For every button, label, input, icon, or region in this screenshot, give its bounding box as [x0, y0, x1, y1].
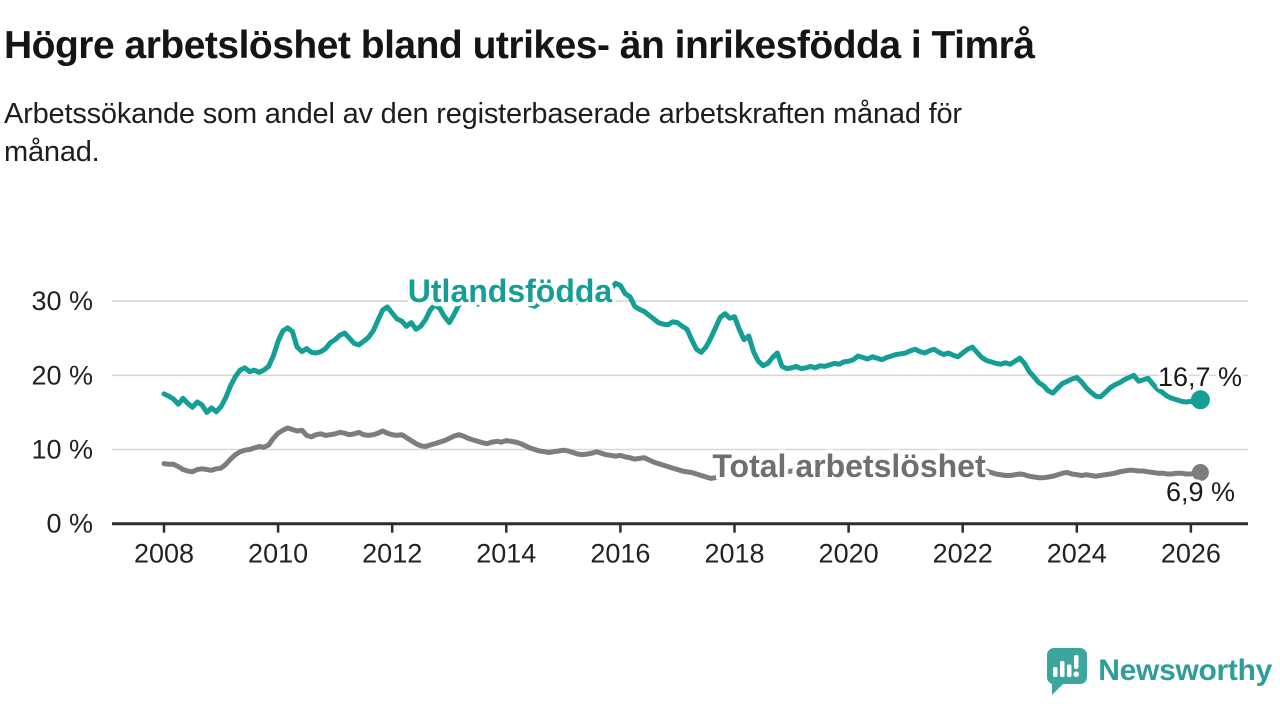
x-tick-label-2016: 2016 — [590, 539, 650, 569]
bar-3 — [1067, 664, 1072, 677]
page-title: Högre arbetslöshet bland utrikes- än inr… — [4, 24, 1035, 67]
bar-1 — [1053, 667, 1058, 677]
x-tick-label-2018: 2018 — [704, 539, 764, 569]
value-label-total: 6,9 % — [1166, 477, 1235, 507]
speech-bubble-bar-chart-icon — [1047, 648, 1088, 695]
x-tick-label-2026: 2026 — [1161, 539, 1221, 569]
subtitle-line-1: Arbetssökande som andel av den registerb… — [4, 97, 962, 130]
x-tick-label-2014: 2014 — [476, 539, 536, 569]
speech-bubble-shape — [1047, 648, 1088, 695]
newsworthy-logo: Newsworthy — [1041, 646, 1272, 696]
value-label-utlandsfodda: 16,7 % — [1158, 362, 1242, 392]
chart-header: Högre arbetslöshet bland utrikes- än inr… — [4, 24, 1264, 171]
y-tick-label-30: 30 % — [31, 286, 93, 316]
x-tick-label-2008: 2008 — [134, 539, 194, 569]
x-tick-label-2012: 2012 — [362, 539, 422, 569]
series-label-utlandsfodda: Utlandsfödda — [408, 273, 613, 309]
x-tick-label-2020: 2020 — [819, 539, 879, 569]
x-tick-label-2024: 2024 — [1047, 539, 1107, 569]
exclamation-dot — [1073, 671, 1080, 677]
series-label-total: Total arbetslöshet — [712, 448, 986, 484]
end-dot-total — [1191, 464, 1209, 482]
series-line-total — [161, 425, 1203, 481]
y-tick-label-0: 0 % — [46, 509, 93, 539]
brand-name: Newsworthy — [1098, 654, 1272, 687]
y-tick-label-20: 20 % — [31, 360, 93, 390]
series-line-utlandsfodda — [161, 280, 1203, 415]
exclamation-stem — [1074, 655, 1079, 669]
y-tick-label-10: 10 % — [31, 435, 93, 465]
bar-2 — [1060, 661, 1065, 677]
subtitle-line-2: månad. — [4, 136, 100, 169]
x-tick-label-2010: 2010 — [248, 539, 308, 569]
x-tick-label-2022: 2022 — [933, 539, 993, 569]
end-dot-utlandsfodda — [1190, 390, 1210, 410]
chart-subtitle: Arbetssökande som andel av den registerb… — [4, 95, 1264, 172]
